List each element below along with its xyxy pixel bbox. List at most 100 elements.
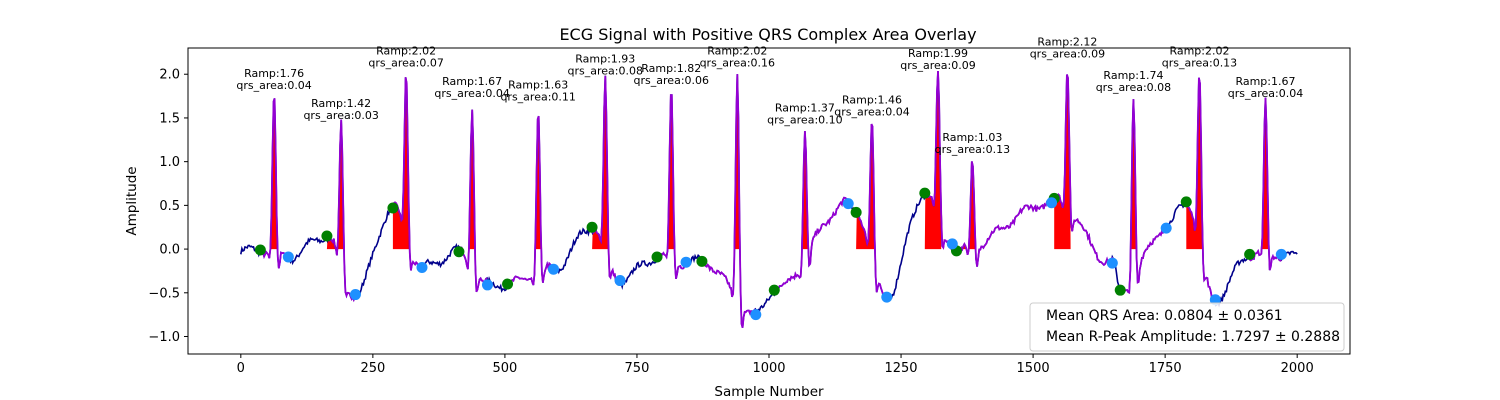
y-tick-label: 2.0 xyxy=(159,68,180,83)
annotation-layer: Ramp:1.76qrs_area:0.04Ramp:1.42qrs_area:… xyxy=(236,36,1303,156)
r-peak-amplitude-label: Ramp:1.99 xyxy=(908,47,968,60)
qrs-area-label: qrs_area:0.13 xyxy=(1162,56,1237,69)
qrs-area-fill xyxy=(1249,97,1269,250)
legend-entry-qrs-area: Mean QRS Area: 0.0804 ± 0.0361 xyxy=(1046,308,1283,324)
qrs-area-label: qrs_area:0.10 xyxy=(767,113,842,126)
qrs-area-label: qrs_area:0.13 xyxy=(935,143,1010,156)
r-peak-amplitude-label: Ramp:2.12 xyxy=(1037,36,1097,49)
r-peak-amplitude-label: Ramp:1.67 xyxy=(442,75,502,88)
legend: Mean QRS Area: 0.0804 ± 0.0361 Mean R-Pe… xyxy=(1029,302,1345,352)
qrs-offset-marker xyxy=(481,279,493,291)
qrs-area-label: qrs_area:0.04 xyxy=(834,105,909,118)
qrs-offset-marker xyxy=(416,261,428,273)
plot-area xyxy=(240,70,1298,328)
r-peak-amplitude-label: Ramp:1.03 xyxy=(942,131,1002,144)
qrs-area-label: qrs_area:0.04 xyxy=(1228,87,1303,100)
y-tick-label: 1.0 xyxy=(159,155,180,170)
qrs-segment-line xyxy=(856,123,887,299)
y-axis-label: Amplitude xyxy=(124,166,140,235)
x-axis: 0 250 500 750 1000 1250 1500 1750 2000 xyxy=(237,354,1314,376)
qrs-area-label: qrs_area:0.16 xyxy=(700,56,775,69)
qrs-segment-line xyxy=(701,74,756,328)
qrs-onset-marker xyxy=(651,251,663,263)
qrs-offset-marker xyxy=(842,198,854,210)
y-tick-label: 1.5 xyxy=(159,111,180,126)
qrs-offset-marker xyxy=(1046,197,1058,209)
y-tick-label: 0.0 xyxy=(159,243,180,258)
x-axis-label: Sample Number xyxy=(714,384,824,400)
qrs-segment-line xyxy=(1120,99,1167,295)
qrs-area-label: qrs_area:0.06 xyxy=(634,74,709,87)
qrs-area-fill xyxy=(326,119,345,250)
qrs-onset-marker xyxy=(502,278,514,290)
r-peak-amplitude-label: Ramp:1.82 xyxy=(641,62,701,75)
qrs-offset-marker xyxy=(548,263,560,275)
r-peak-amplitude-label: Ramp:1.76 xyxy=(244,67,304,80)
qrs-onset-marker xyxy=(254,244,266,256)
qrs-segment-line xyxy=(1053,74,1114,267)
qrs-area-label: qrs_area:0.04 xyxy=(236,79,311,92)
qrs-onset-marker xyxy=(1244,248,1256,260)
qrs-offset-marker xyxy=(614,275,626,287)
qrs-offset-marker xyxy=(946,238,958,250)
x-tick-label: 2000 xyxy=(1281,361,1314,376)
qrs-area-label: qrs_area:0.11 xyxy=(500,91,575,104)
qrs-area-fill xyxy=(856,124,876,250)
qrs-area-label: qrs_area:0.04 xyxy=(434,87,509,100)
qrs-segment-line xyxy=(956,161,1052,267)
qrs-onset-marker xyxy=(1180,196,1192,208)
y-tick-label: 0.5 xyxy=(159,199,180,214)
r-peak-amplitude-label: Ramp:1.63 xyxy=(508,79,568,92)
qrs-segment-line xyxy=(260,98,290,269)
qrs-onset-marker xyxy=(586,221,598,233)
x-tick-label: 1000 xyxy=(752,361,785,376)
x-tick-label: 1250 xyxy=(884,361,917,376)
x-tick-label: 1500 xyxy=(1017,361,1050,376)
qrs-area-label: qrs_area:0.08 xyxy=(568,64,643,77)
r-peak-amplitude-label: Ramp:1.74 xyxy=(1103,69,1163,82)
qrs-area-label: qrs_area:0.09 xyxy=(900,59,975,72)
qrs-segment-line xyxy=(459,109,488,293)
qrs-offset-marker xyxy=(349,289,361,301)
qrs-segment-line xyxy=(507,115,555,289)
chart-title: ECG Signal with Positive QRS Complex Are… xyxy=(559,25,976,44)
r-peak-amplitude-label: Ramp:1.42 xyxy=(311,97,371,110)
y-axis: −1.0 −0.5 0.0 0.5 1.0 1.5 2.0 xyxy=(148,68,188,345)
qrs-offset-marker xyxy=(680,256,692,268)
qrs-segment-line xyxy=(1185,77,1216,305)
qrs-onset-marker xyxy=(768,284,780,296)
r-peak-amplitude-label: Ramp:1.46 xyxy=(842,93,902,106)
qrs-onset-marker xyxy=(696,255,708,267)
qrs-offset-marker xyxy=(1106,257,1118,269)
qrs-onset-marker xyxy=(387,202,399,214)
qrs-onset-marker xyxy=(919,187,931,199)
qrs-area-label: qrs_area:0.08 xyxy=(1096,81,1171,94)
legend-entry-r-peak: Mean R-Peak Amplitude: 1.7297 ± 0.2888 xyxy=(1046,329,1340,345)
y-tick-label: −0.5 xyxy=(148,286,180,301)
qrs-offset-marker xyxy=(282,251,294,263)
r-peak-amplitude-label: Ramp:1.37 xyxy=(775,101,835,114)
qrs-onset-marker xyxy=(453,246,465,258)
x-tick-label: 0 xyxy=(237,361,245,376)
qrs-offset-marker xyxy=(750,309,762,321)
marker-layer xyxy=(254,187,1287,321)
qrs-area-label: qrs_area:0.09 xyxy=(1030,48,1105,61)
qrs-segment-line xyxy=(773,130,850,296)
x-tick-label: 500 xyxy=(492,361,517,376)
qrs-area-fill xyxy=(701,74,741,250)
qrs-onset-marker xyxy=(321,230,333,242)
x-tick-label: 250 xyxy=(360,361,385,376)
y-tick-label: −1.0 xyxy=(148,330,180,345)
qrs-offset-marker xyxy=(881,291,893,303)
qrs-onset-marker xyxy=(850,206,862,218)
qrs-offset-marker xyxy=(1275,248,1287,260)
legend-box xyxy=(1029,302,1345,352)
r-peak-amplitude-label: Ramp:1.93 xyxy=(575,52,635,65)
x-tick-label: 750 xyxy=(625,361,650,376)
qrs-onset-marker xyxy=(1114,284,1126,296)
x-tick-label: 1750 xyxy=(1149,361,1182,376)
qrs-area-fill xyxy=(956,161,976,250)
qrs-offset-marker xyxy=(1160,222,1172,234)
qrs-area-label: qrs_area:0.07 xyxy=(368,56,443,69)
